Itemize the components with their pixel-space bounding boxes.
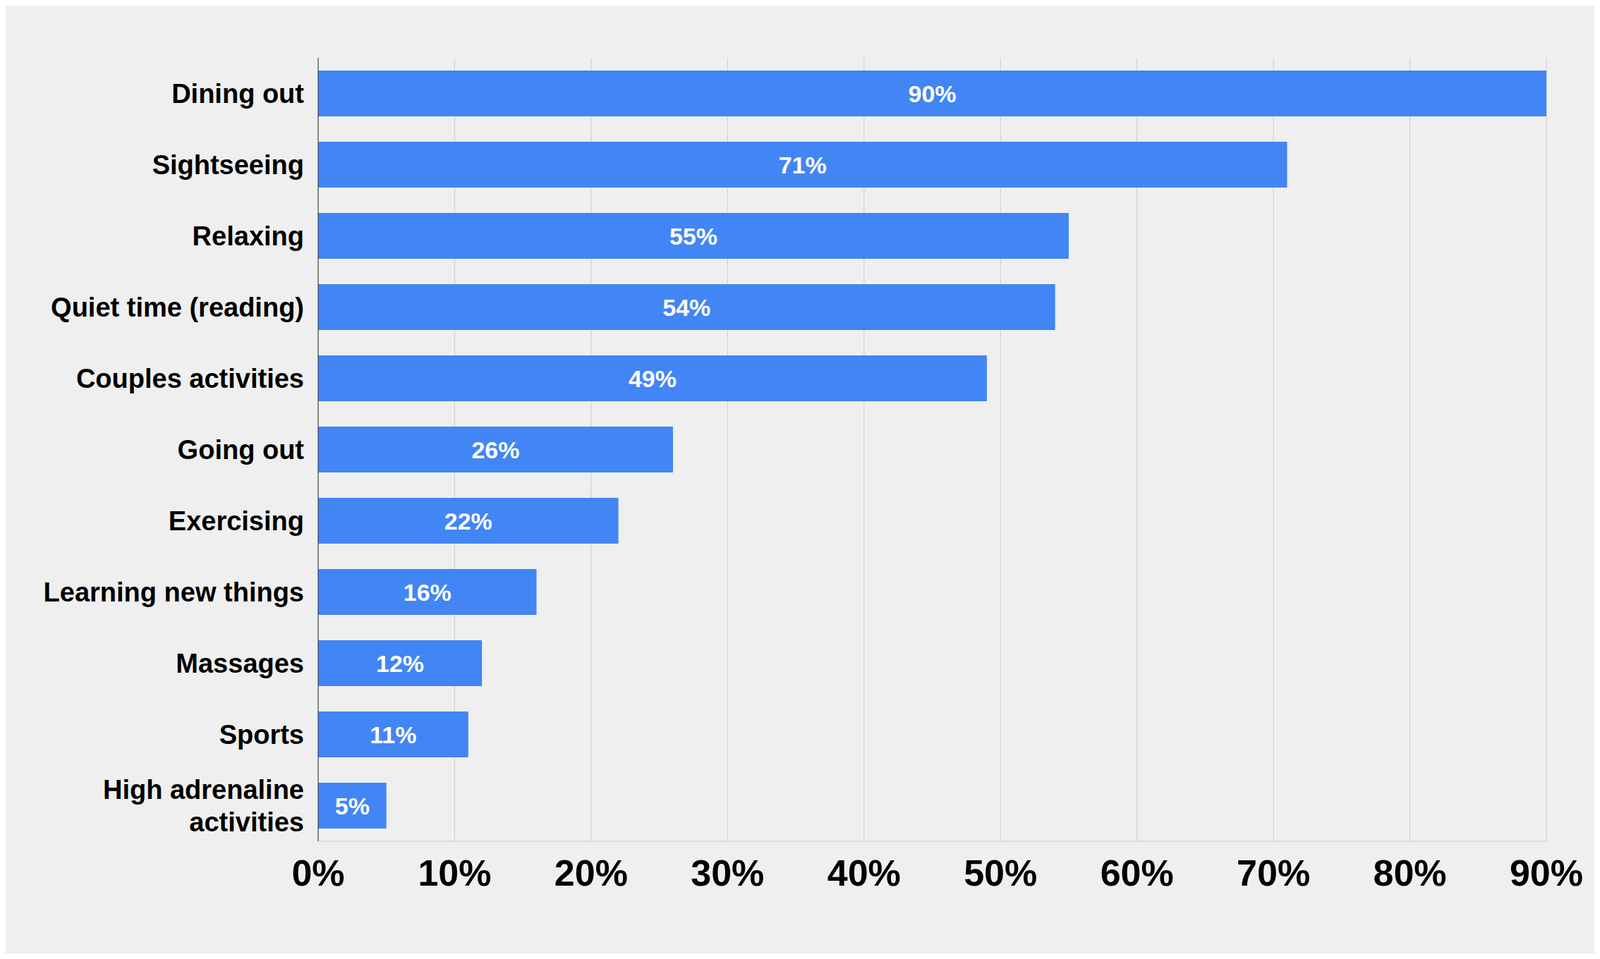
svg-text:60%: 60% — [1100, 852, 1174, 894]
svg-text:50%: 50% — [963, 852, 1038, 894]
svg-text:10%: 10% — [417, 852, 492, 894]
svg-text:90%: 90% — [907, 80, 956, 108]
svg-text:80%: 80% — [1373, 852, 1447, 894]
svg-text:5%: 5% — [335, 792, 370, 820]
svg-text:Quiet time (reading): Quiet time (reading) — [50, 292, 305, 323]
svg-text:High adrenalineactivities: High adrenalineactivities — [102, 775, 305, 838]
svg-text:11%: 11% — [369, 721, 417, 749]
svg-text:Sightseeing: Sightseeing — [152, 150, 305, 180]
svg-text:Exercising: Exercising — [168, 506, 305, 537]
svg-text:70%: 70% — [1236, 852, 1311, 894]
svg-text:Dining out: Dining out — [171, 79, 305, 109]
svg-text:Sports: Sports — [219, 720, 305, 750]
svg-text:40%: 40% — [827, 852, 901, 894]
svg-text:Learning new things: Learning new things — [43, 577, 305, 608]
svg-text:12%: 12% — [376, 650, 424, 678]
svg-text:26%: 26% — [471, 436, 520, 464]
svg-text:Relaxing: Relaxing — [192, 221, 305, 252]
svg-text:0%: 0% — [291, 852, 345, 894]
svg-text:Going out: Going out — [177, 435, 305, 465]
svg-text:90%: 90% — [1509, 852, 1584, 894]
svg-text:49%: 49% — [628, 365, 677, 393]
svg-text:16%: 16% — [403, 579, 452, 606]
svg-text:54%: 54% — [662, 294, 711, 321]
svg-text:55%: 55% — [669, 222, 718, 250]
svg-text:Couples activities: Couples activities — [76, 364, 305, 394]
svg-text:71%: 71% — [778, 151, 827, 179]
svg-text:Massages: Massages — [175, 649, 305, 679]
svg-text:20%: 20% — [554, 852, 628, 894]
svg-text:30%: 30% — [690, 852, 765, 894]
svg-text:22%: 22% — [444, 507, 493, 535]
